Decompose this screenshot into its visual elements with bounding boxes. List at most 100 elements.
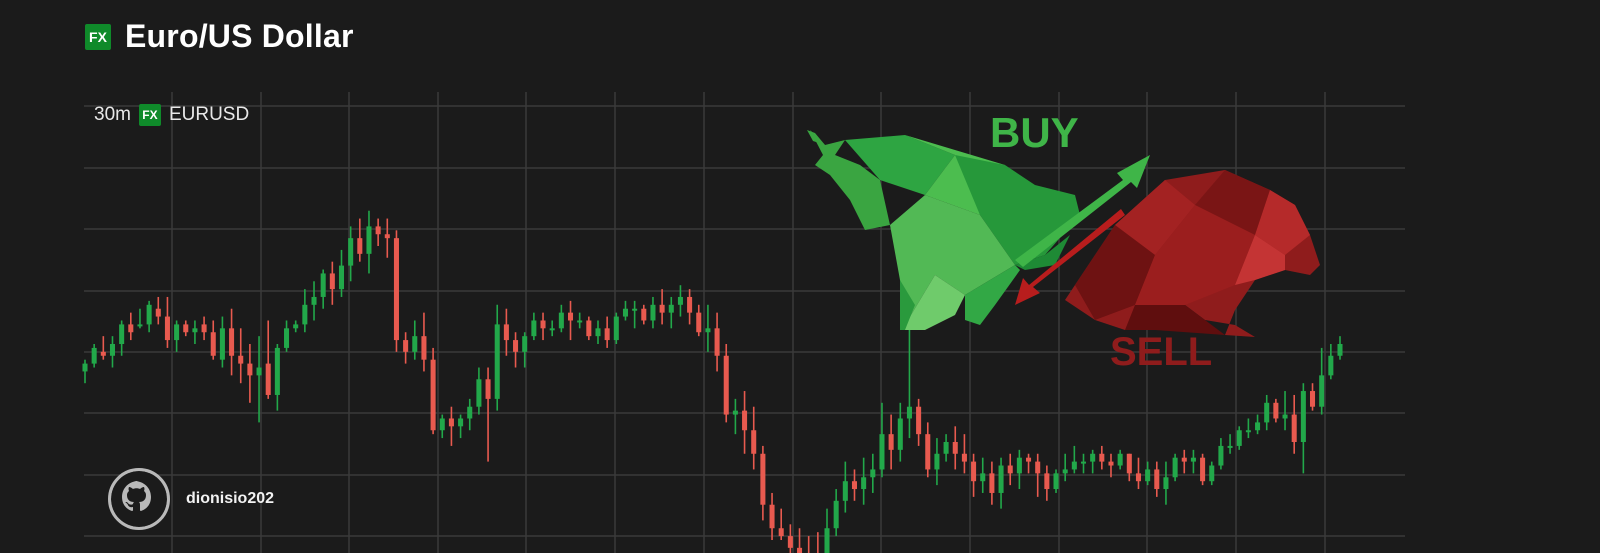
candle-body bbox=[338, 265, 345, 290]
candle-body bbox=[1080, 461, 1087, 464]
candle bbox=[714, 312, 720, 372]
fx-badge-small: FX bbox=[138, 104, 161, 126]
candle bbox=[513, 332, 519, 368]
candle-body bbox=[146, 304, 152, 325]
candle-body bbox=[586, 320, 592, 337]
candle-body bbox=[357, 238, 363, 254]
candle-body bbox=[274, 347, 280, 395]
candle-body bbox=[320, 273, 326, 297]
candle bbox=[916, 398, 922, 446]
candle bbox=[1273, 398, 1279, 423]
candle bbox=[146, 300, 152, 333]
candle bbox=[1062, 453, 1068, 482]
bull-bear-logo: BUY SELL bbox=[807, 109, 1320, 374]
candle bbox=[1264, 394, 1270, 431]
candle-body bbox=[164, 316, 170, 341]
candle bbox=[980, 457, 986, 493]
candle bbox=[1172, 453, 1178, 482]
series-legend[interactable]: 30m FX EURUSD bbox=[94, 104, 249, 126]
candle bbox=[348, 226, 354, 282]
candle bbox=[558, 304, 564, 333]
candle-body bbox=[897, 418, 903, 450]
candle-body bbox=[448, 418, 454, 427]
candle-body bbox=[861, 477, 867, 490]
candle-body bbox=[906, 406, 912, 419]
author-username[interactable]: dionisio202 bbox=[186, 490, 275, 507]
candle bbox=[604, 316, 610, 348]
candle bbox=[219, 316, 225, 368]
candle-body bbox=[989, 473, 995, 493]
candle bbox=[842, 461, 848, 513]
candle bbox=[1035, 453, 1041, 497]
candle-body bbox=[284, 328, 290, 348]
candle bbox=[1291, 394, 1297, 454]
candle bbox=[906, 328, 912, 439]
candle-body bbox=[723, 355, 729, 415]
candle-body bbox=[109, 344, 116, 356]
candle-body bbox=[622, 308, 628, 317]
candle-body bbox=[256, 367, 262, 376]
candle bbox=[1181, 449, 1187, 474]
candle bbox=[284, 320, 290, 352]
candle bbox=[448, 406, 454, 446]
candle-body bbox=[549, 328, 555, 331]
candle-body bbox=[1099, 453, 1105, 462]
candle bbox=[888, 414, 894, 470]
candle bbox=[961, 434, 967, 474]
candle-body bbox=[1062, 469, 1068, 474]
author-watermark[interactable]: dionisio202 bbox=[108, 468, 274, 530]
candle-body bbox=[1273, 402, 1279, 419]
candle-body bbox=[705, 328, 711, 333]
candle-body bbox=[366, 226, 372, 254]
candle-body bbox=[778, 528, 784, 537]
candle-body bbox=[998, 465, 1004, 493]
candle bbox=[677, 285, 683, 317]
github-octocat-icon[interactable] bbox=[108, 468, 170, 530]
candle-body bbox=[155, 308, 161, 317]
candle-body bbox=[219, 328, 225, 360]
candle-body bbox=[1044, 473, 1050, 490]
candle bbox=[128, 312, 134, 341]
candle bbox=[751, 406, 757, 470]
candle bbox=[1209, 461, 1215, 486]
candle bbox=[100, 336, 106, 360]
candle-body bbox=[100, 351, 106, 356]
candle bbox=[329, 261, 335, 305]
candle-body bbox=[677, 296, 683, 305]
candle-body bbox=[650, 304, 656, 321]
candle-body bbox=[696, 312, 702, 333]
symbol-label[interactable]: EURUSD bbox=[168, 104, 250, 125]
candle bbox=[137, 308, 143, 329]
interval-label[interactable]: 30m bbox=[94, 104, 131, 125]
candle bbox=[320, 269, 326, 309]
candle-body bbox=[558, 312, 564, 329]
candle-body bbox=[787, 536, 793, 548]
candle-body bbox=[1026, 457, 1032, 462]
candle bbox=[1090, 449, 1096, 474]
candle-body bbox=[577, 320, 583, 323]
candle-body bbox=[732, 410, 738, 415]
candle bbox=[824, 508, 830, 553]
candle bbox=[650, 296, 656, 329]
candle-body bbox=[1016, 457, 1022, 474]
candle bbox=[522, 332, 528, 368]
candle-body bbox=[329, 273, 335, 290]
candle bbox=[632, 300, 638, 329]
candle bbox=[476, 367, 482, 415]
candle-body bbox=[613, 316, 619, 341]
candle-body bbox=[503, 324, 509, 341]
candle-body bbox=[1282, 414, 1288, 419]
candle bbox=[256, 336, 262, 423]
candle-body bbox=[403, 340, 409, 352]
candle bbox=[1016, 449, 1022, 490]
candle bbox=[595, 320, 601, 344]
candle-body bbox=[247, 363, 253, 376]
candle bbox=[897, 402, 903, 462]
candle-body bbox=[1209, 465, 1215, 482]
candle bbox=[338, 249, 345, 297]
candle-body bbox=[925, 434, 931, 470]
candle-body bbox=[119, 324, 125, 344]
candle bbox=[293, 320, 299, 333]
